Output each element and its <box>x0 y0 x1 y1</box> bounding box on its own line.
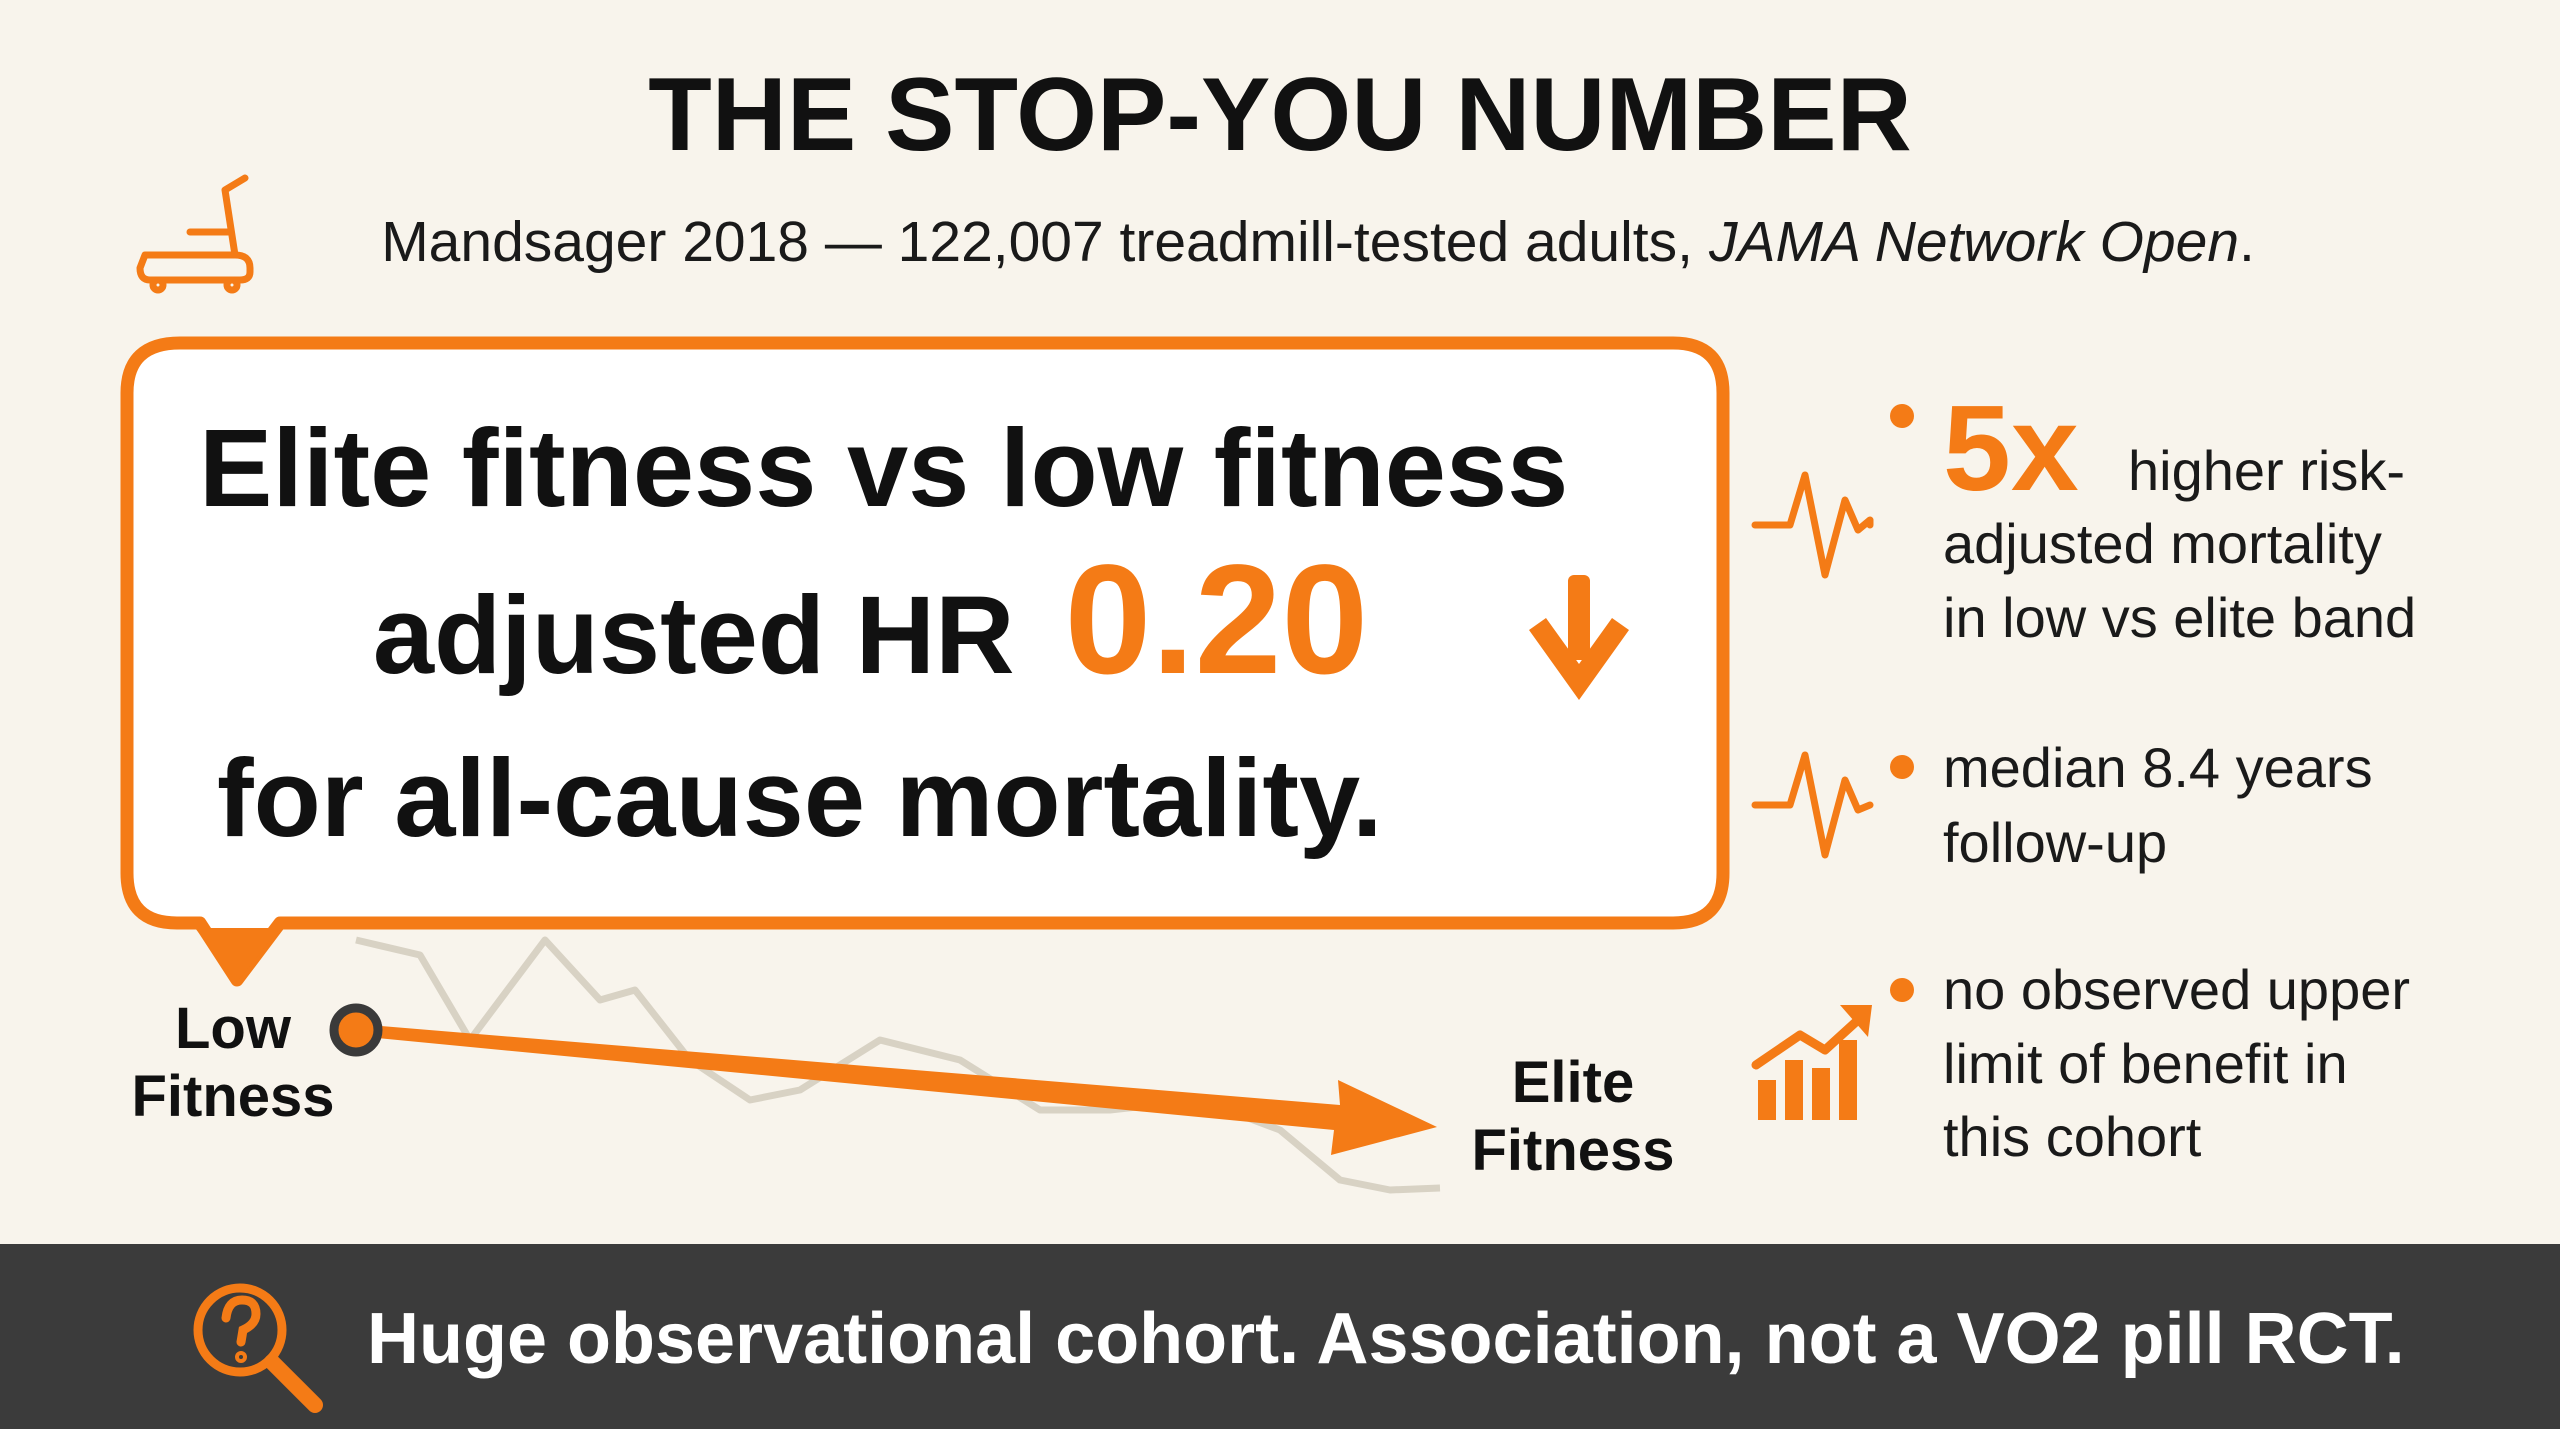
trend-arrow <box>329 1003 1437 1155</box>
callout-tail <box>195 928 280 982</box>
bullet-text: adjusted mortality <box>1943 512 2382 575</box>
subtitle-source: Mandsager 2018 — 122,007 treadmill-teste… <box>381 210 1693 274</box>
bullet-text: no observed upper <box>1943 958 2410 1021</box>
footer-bar <box>0 1244 2560 1429</box>
bullet-text: in low vs elite band <box>1943 586 2416 649</box>
title: THE STOP-YOU NUMBER <box>648 57 1912 173</box>
subtitle: Mandsager 2018 — 122,007 treadmill-teste… <box>302 210 2302 274</box>
callout-highlight: 0.20 <box>1065 533 1369 707</box>
low-fitness-label: Fitness <box>131 1064 334 1129</box>
bullet-text: higher risk- <box>2128 439 2405 502</box>
bullet-emphasis: 5x <box>1943 380 2079 516</box>
bullet-dot <box>1890 755 1914 779</box>
callout-line: Elite fitness vs low fitness <box>199 407 1568 530</box>
bullet-text: follow-up <box>1943 811 2167 874</box>
bullet-text: limit of benefit in <box>1943 1032 2348 1095</box>
elite-fitness-label: Elite <box>1512 1050 1635 1115</box>
treadmill-icon <box>136 174 254 294</box>
subtitle-period: . <box>2239 210 2255 274</box>
callout-line: adjusted HR 0.20 <box>220 533 1460 707</box>
low-fitness-label: Low <box>175 996 292 1061</box>
magnifier-icon <box>193 1283 323 1413</box>
footer-text: Huge observational cohort. Association, … <box>367 1299 2405 1379</box>
callout-line: for all-cause mortality. <box>217 737 1383 860</box>
subtitle-journal: JAMA Network Open <box>1708 210 2239 274</box>
bullet-dot <box>1890 404 1914 428</box>
callout-label: adjusted HR <box>373 574 1015 697</box>
pulse-icon <box>1751 471 1874 579</box>
down-arrow-icon <box>1529 575 1629 700</box>
bullet-text: this cohort <box>1943 1105 2202 1168</box>
pulse-icon <box>1751 751 1874 859</box>
bullet-dot <box>1890 978 1914 1002</box>
growth-chart-icon <box>1751 1005 1872 1120</box>
bullet-text: median 8.4 years <box>1943 736 2373 799</box>
elite-fitness-label: Fitness <box>1471 1118 1674 1183</box>
